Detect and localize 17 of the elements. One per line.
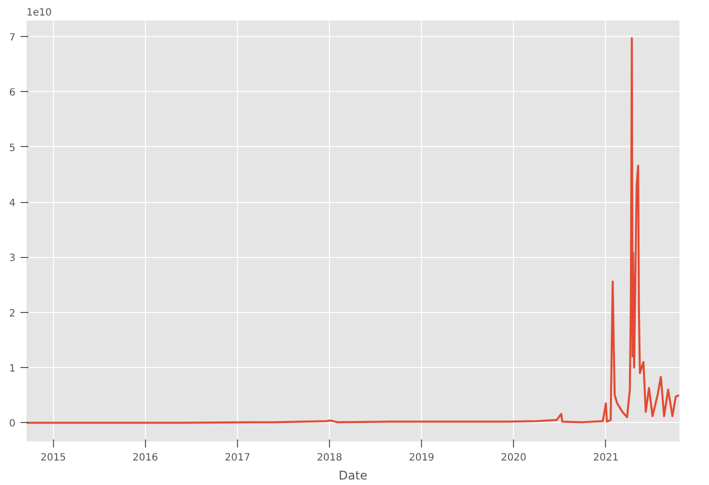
y-tick-label: 7 bbox=[9, 32, 16, 44]
x-tick-label: 2015 bbox=[40, 452, 66, 464]
y-tick-label: 5 bbox=[9, 142, 16, 154]
y-tick-label: 3 bbox=[9, 253, 16, 264]
x-tick-label: 2016 bbox=[132, 452, 158, 464]
x-tick-label: 2017 bbox=[224, 452, 250, 464]
x-axis-title: Date bbox=[338, 468, 368, 482]
x-tick-label: 2019 bbox=[408, 452, 434, 464]
y-tick-label: 4 bbox=[9, 198, 16, 210]
x-tick-label: 2018 bbox=[316, 452, 342, 464]
x-tick-label: 2020 bbox=[500, 452, 526, 464]
y-tick-label: 6 bbox=[9, 88, 16, 99]
y-tick-label: 1 bbox=[9, 364, 16, 375]
y-tick-label: 2 bbox=[9, 308, 16, 320]
y-tick-label: 0 bbox=[9, 418, 16, 430]
text: 1e10 bbox=[26, 8, 52, 18]
x-tick-label: 2021 bbox=[593, 452, 619, 464]
